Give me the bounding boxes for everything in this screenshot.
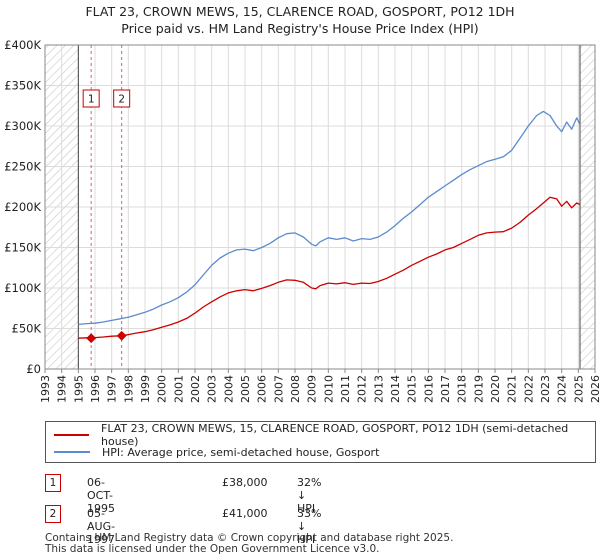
hpi-series-line xyxy=(78,110,581,326)
footer-line-2: This data is licensed under the Open Gov… xyxy=(45,543,380,555)
y-tick-label: £300K xyxy=(4,119,41,133)
footer-attribution: Contains HM Land Registry data © Crown c… xyxy=(45,533,453,555)
x-tick-label: 2013 xyxy=(372,375,385,403)
sale-hpi-comparison: 32% ↓ HPI xyxy=(297,476,322,515)
legend-item-hpi: HPI: Average price, semi-detached house,… xyxy=(46,444,379,460)
sale-marker-badge: 2 xyxy=(45,505,61,523)
x-tick-label: 2012 xyxy=(356,375,369,403)
x-tick-label: 1993 xyxy=(39,375,52,403)
legend-swatch-property xyxy=(54,434,89,436)
x-tick-label: 2004 xyxy=(222,375,235,403)
sale-label-2: 2 xyxy=(118,94,125,106)
y-tick-label: £400K xyxy=(4,38,41,52)
y-tick-label: £0 xyxy=(26,362,41,376)
x-tick-label: 2000 xyxy=(156,375,169,403)
x-tick-label: 2018 xyxy=(456,375,469,403)
y-tick-label: £50K xyxy=(12,322,42,336)
x-tick-label: 1996 xyxy=(89,375,102,403)
x-tick-label: 2025 xyxy=(572,375,585,403)
x-tick-label: 2021 xyxy=(506,375,519,403)
legend-label-hpi: HPI: Average price, semi-detached house,… xyxy=(102,445,380,459)
chart-title: FLAT 23, CROWN MEWS, 15, CLARENCE ROAD, … xyxy=(0,3,600,37)
y-tick-label: £150K xyxy=(4,241,41,255)
x-tick-label: 2006 xyxy=(256,375,269,403)
sale-date: 06-OCT-1995 xyxy=(87,476,115,515)
x-tick-label: 2003 xyxy=(206,375,219,403)
property-series-line xyxy=(78,196,581,339)
x-tick-label: 1999 xyxy=(139,375,152,403)
x-tick-label: 2008 xyxy=(289,375,302,403)
x-tick-label: 2022 xyxy=(522,375,535,403)
legend-item-property: FLAT 23, CROWN MEWS, 15, CLARENCE ROAD, … xyxy=(46,422,595,448)
x-tick-label: 2001 xyxy=(172,375,185,403)
x-tick-label: 2016 xyxy=(422,375,435,403)
sale-price: £41,000 xyxy=(222,507,268,520)
x-tick-label: 2023 xyxy=(539,375,552,403)
price-chart: 1 2 £0 £50K £100K £150K £200K £250K £300K £350K £… xyxy=(4,38,600,403)
x-tick-label: 2014 xyxy=(389,375,402,403)
x-tick-label: 2011 xyxy=(339,375,352,403)
x-tick-label: 2024 xyxy=(556,375,569,403)
title-line-1: FLAT 23, CROWN MEWS, 15, CLARENCE ROAD, … xyxy=(85,4,515,19)
chart-legend: FLAT 23, CROWN MEWS, 15, CLARENCE ROAD, … xyxy=(45,421,596,463)
x-tick-label: 2007 xyxy=(272,375,285,403)
x-tick-label: 2010 xyxy=(322,375,335,403)
x-tick-label: 2017 xyxy=(439,375,452,403)
plot-frame xyxy=(44,44,596,370)
y-tick-label: £100K xyxy=(4,281,41,295)
legend-swatch-hpi xyxy=(54,451,90,453)
x-tick-label: 2005 xyxy=(239,375,252,403)
x-tick-label: 1998 xyxy=(122,375,135,403)
x-tick-label: 2015 xyxy=(406,375,419,403)
x-tick-label: 2019 xyxy=(472,375,485,403)
x-tick-label: 2020 xyxy=(489,375,502,403)
sale-price: £38,000 xyxy=(222,476,268,489)
x-tick-label: 1997 xyxy=(106,375,119,403)
x-tick-label: 1995 xyxy=(72,375,85,403)
y-tick-label: £200K xyxy=(4,200,41,214)
sale-hpi-comparison: 33% ↓ HPI xyxy=(297,507,322,546)
sale-date: 05-AUG-1997 xyxy=(87,507,116,546)
x-tick-label: 2009 xyxy=(306,375,319,403)
footer-line-1: Contains HM Land Registry data © Crown c… xyxy=(45,532,454,544)
sale-marker-badge: 1 xyxy=(45,474,61,492)
x-tick-label: 2026 xyxy=(589,375,600,403)
y-tick-label: £250K xyxy=(4,160,41,174)
title-line-2: Price paid vs. HM Land Registry's House … xyxy=(121,21,479,36)
legend-label-property: FLAT 23, CROWN MEWS, 15, CLARENCE ROAD, … xyxy=(101,422,569,448)
sale-label-1: 1 xyxy=(88,94,95,106)
sale-label-box-2 xyxy=(113,89,131,108)
x-tick-label: 2002 xyxy=(189,375,202,403)
x-tick-label: 1994 xyxy=(56,375,69,403)
y-tick-label: £350K xyxy=(4,79,41,93)
sale-label-box-1 xyxy=(82,89,100,108)
